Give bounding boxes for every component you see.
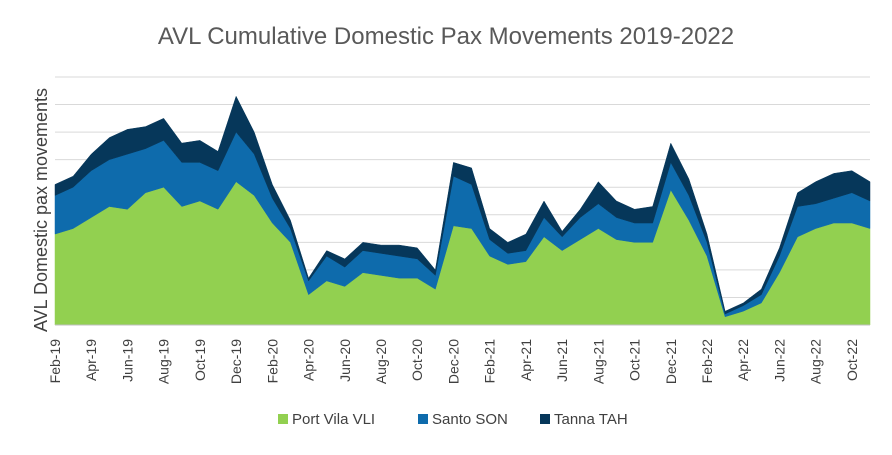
legend-item: Port Vila VLI	[278, 411, 375, 428]
legend-label: Port Vila VLI	[292, 411, 375, 428]
x-tick-label: Feb-22	[699, 339, 715, 384]
x-tick-label: Dec-20	[445, 339, 461, 384]
x-tick-label: Apr-22	[735, 339, 751, 381]
x-tick-label: Dec-21	[663, 339, 679, 384]
x-tick-label: Apr-20	[301, 339, 317, 381]
x-tick-label: Feb-20	[264, 339, 280, 384]
y-axis-label: AVL Domestic pax movements	[31, 88, 51, 332]
series-area-tanna-tah	[54, 95, 871, 315]
legend-item: Santo SON	[418, 411, 508, 428]
x-tick-label: Aug-20	[373, 339, 389, 384]
legend-swatch	[278, 414, 288, 424]
x-tick-label: Oct-19	[192, 339, 208, 381]
x-tick-label: Jun-20	[337, 339, 353, 382]
x-tick-label: Feb-21	[482, 339, 498, 384]
x-tick-label: Oct-20	[409, 339, 425, 381]
chart-title: AVL Cumulative Domestic Pax Movements 20…	[158, 23, 734, 50]
legend-item: Tanna TAH	[540, 411, 628, 428]
x-tick-label: Aug-22	[808, 339, 824, 384]
plot-area	[54, 95, 871, 326]
x-tick-label: Jun-22	[771, 339, 787, 382]
x-tick-label: Aug-21	[590, 339, 606, 384]
legend: Port Vila VLI Santo SON Tanna TAH	[278, 411, 628, 428]
x-tick-label: Oct-21	[627, 339, 643, 381]
x-tick-label: Feb-19	[47, 339, 63, 384]
legend-label: Tanna TAH	[554, 411, 628, 428]
x-tick-label: Jun-21	[554, 339, 570, 382]
x-tick-label: Dec-19	[228, 339, 244, 384]
legend-label: Santo SON	[432, 411, 508, 428]
x-tick-labels: Feb-19 Apr-19 Jun-19 Aug-19 Oct-19 Dec-19 Feb-…	[47, 339, 860, 384]
legend-swatch	[418, 414, 428, 424]
x-tick-label: Aug-19	[156, 339, 172, 384]
x-tick-label: Apr-21	[518, 339, 534, 381]
x-tick-label: Oct-22	[844, 339, 860, 381]
x-tick-label: Apr-19	[83, 339, 99, 381]
legend-swatch	[540, 414, 550, 424]
x-tick-label: Jun-19	[119, 339, 135, 382]
